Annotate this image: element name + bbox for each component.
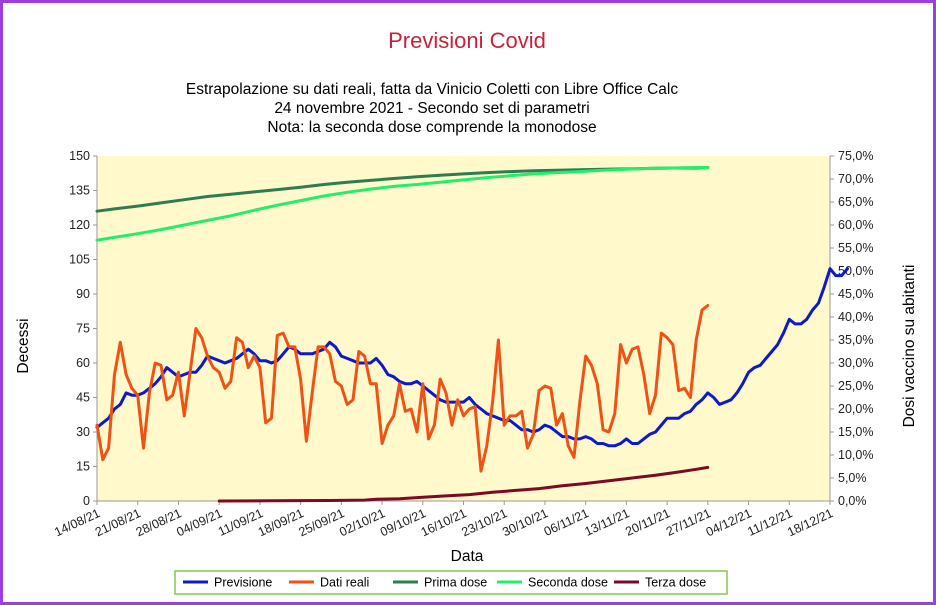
y2-tick-label: 25,0% bbox=[838, 379, 873, 393]
x-tick-label: 21/08/21 bbox=[93, 506, 143, 539]
chart-subtitle-line-3: Nota: la seconda dose comprende la monod… bbox=[267, 119, 596, 136]
y-tick-label: 120 bbox=[69, 218, 90, 232]
y2-tick-label: 75,0% bbox=[838, 149, 873, 163]
y2-tick-label: 20,0% bbox=[838, 402, 873, 416]
x-tick-label: 06/11/21 bbox=[542, 506, 591, 539]
y2-tick-label: 10,0% bbox=[838, 448, 873, 462]
chart-subtitle-line-2: 24 novembre 2021 - Secondo set di parame… bbox=[274, 100, 589, 117]
y2-tick-label: 65,0% bbox=[838, 195, 873, 209]
x-tick-label: 23/10/21 bbox=[459, 506, 509, 539]
y-tick-label: 75 bbox=[76, 322, 90, 336]
y2-tick-label: 40,0% bbox=[838, 310, 873, 324]
legend: Previsione Dati reali Prima dose Seconda do… bbox=[183, 576, 706, 590]
y2-tick-label: 15,0% bbox=[838, 425, 873, 439]
chart-title: Previsioni Covid bbox=[388, 28, 546, 53]
x-axis-ticks: 14/08/2121/08/2128/08/2104/09/2111/09/21… bbox=[52, 501, 835, 539]
y-tick-label: 0 bbox=[83, 494, 90, 508]
series-line-dati-reali bbox=[95, 304, 710, 473]
y2-tick-label: 60,0% bbox=[838, 218, 873, 232]
x-tick-label: 02/10/21 bbox=[337, 506, 387, 539]
y2-tick-label: 30,0% bbox=[838, 356, 873, 370]
x-tick-label: 25/09/21 bbox=[297, 506, 347, 539]
x-axis-label: Data bbox=[451, 548, 484, 565]
y-tick-label: 60 bbox=[76, 356, 90, 370]
y2-tick-label: 55,0% bbox=[838, 241, 873, 255]
y-tick-label: 30 bbox=[76, 425, 90, 439]
x-tick-label: 04/09/21 bbox=[174, 506, 224, 539]
legend-label: Seconda dose bbox=[528, 576, 608, 590]
plot-area bbox=[97, 156, 830, 501]
y-tick-label: 15 bbox=[76, 460, 90, 474]
legend-label: Prima dose bbox=[424, 576, 487, 590]
y2-tick-label: 0,0% bbox=[838, 494, 867, 508]
y2-axis-label: Dosi vaccino su abitanti bbox=[901, 265, 918, 428]
legend-label: Terza dose bbox=[645, 576, 706, 590]
y-tick-label: 135 bbox=[69, 184, 90, 198]
y-tick-label: 45 bbox=[76, 391, 90, 405]
y2-tick-label: 45,0% bbox=[838, 287, 873, 301]
x-tick-label: 18/09/21 bbox=[256, 506, 306, 539]
legend-box bbox=[174, 570, 728, 595]
y2-tick-label: 50,0% bbox=[838, 264, 873, 278]
series-lines bbox=[95, 166, 849, 503]
chart-subtitle-line-1: Estrapolazione su dati reali, fatta da V… bbox=[186, 81, 678, 98]
y-tick-label: 105 bbox=[69, 253, 90, 267]
x-tick-label: 18/12/21 bbox=[785, 506, 835, 539]
x-tick-label: 09/10/21 bbox=[378, 506, 428, 539]
y2-tick-label: 70,0% bbox=[838, 172, 873, 186]
left-axis-ticks: 0 15 30 45 60 75 90 105 120 135 150 bbox=[69, 149, 97, 508]
y-tick-label: 150 bbox=[69, 149, 90, 163]
x-tick-label: 30/10/21 bbox=[500, 506, 550, 539]
x-tick-label: 11/09/21 bbox=[216, 506, 265, 539]
y-tick-label: 90 bbox=[76, 287, 90, 301]
x-tick-label: 27/11/21 bbox=[664, 506, 713, 539]
legend-label: Previsione bbox=[214, 576, 272, 590]
x-tick-label: 16/10/21 bbox=[419, 506, 469, 539]
y2-tick-label: 5,0% bbox=[838, 471, 867, 485]
series-line-terza-dose bbox=[217, 465, 710, 503]
right-axis-ticks: 0,0% 5,0% 10,0% 15,0% 20,0% 25,0% 30,0% 35,0% 40… bbox=[830, 149, 873, 508]
x-tick-label: 11/12/21 bbox=[745, 506, 794, 539]
x-tick-label: 13/11/21 bbox=[582, 506, 631, 539]
legend-label: Dati reali bbox=[320, 576, 369, 590]
x-tick-label: 14/08/21 bbox=[52, 506, 102, 539]
y2-tick-label: 35,0% bbox=[838, 333, 873, 347]
series-line-seconda-dose bbox=[95, 166, 710, 242]
x-tick-label: 04/12/21 bbox=[704, 506, 754, 539]
x-tick-label: 20/11/21 bbox=[623, 506, 672, 539]
series-line-previsione bbox=[95, 267, 849, 448]
x-tick-label: 28/08/21 bbox=[134, 506, 184, 539]
y-axis-label: Decessi bbox=[15, 318, 32, 373]
